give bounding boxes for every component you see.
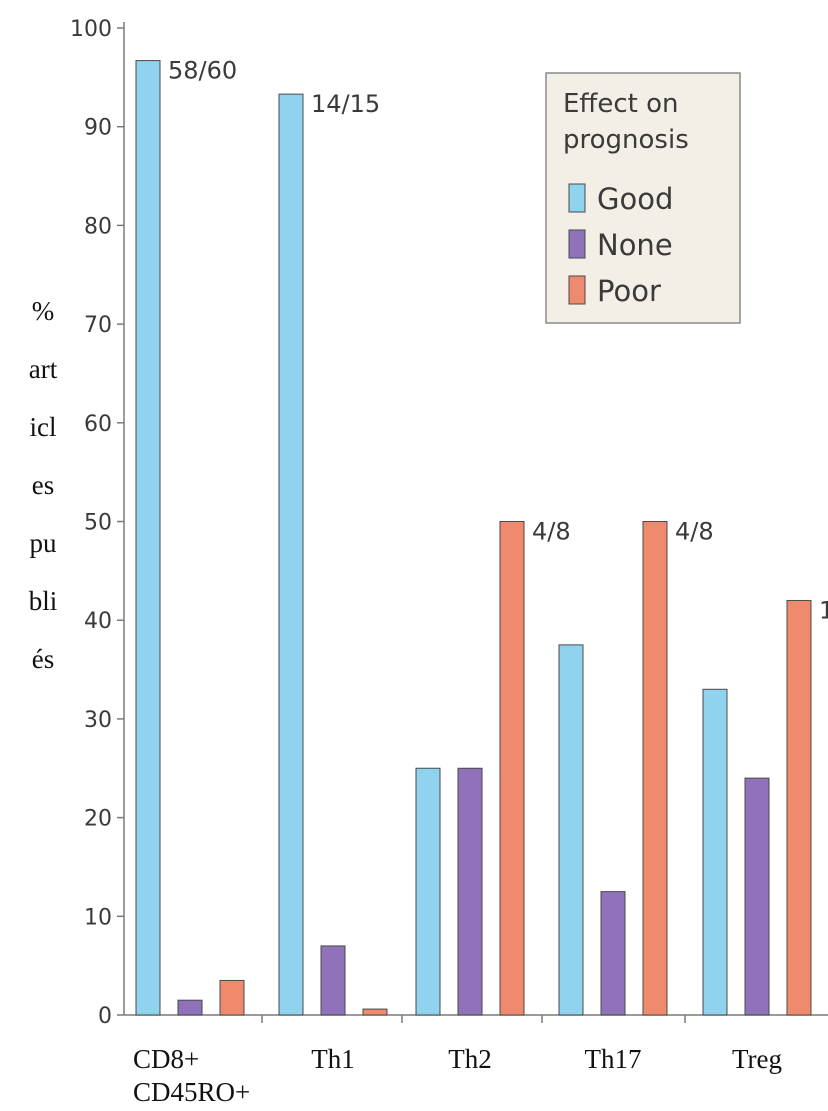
y-tick-label: 90 xyxy=(84,116,112,141)
bar-none xyxy=(457,767,483,1016)
x-tick-label: CD8+ xyxy=(133,1044,199,1074)
y-axis-label: és xyxy=(32,644,55,674)
x-tick-label: Th17 xyxy=(585,1044,642,1074)
bar-poor xyxy=(786,599,812,1016)
y-tick-label: 80 xyxy=(84,214,112,239)
y-tick-label: 50 xyxy=(84,511,112,536)
legend-swatch-good xyxy=(568,183,586,213)
bar-annotation: 14/15 xyxy=(311,90,380,118)
bar-annotation: 58/60 xyxy=(168,57,237,85)
y-tick-label: 20 xyxy=(84,807,112,832)
y-axis-label: icl xyxy=(30,412,57,442)
y-axis-label: pu xyxy=(30,528,58,558)
bar-none xyxy=(600,891,626,1016)
y-tick-label: 70 xyxy=(84,313,112,338)
bar-good xyxy=(135,60,161,1016)
y-tick-label: 0 xyxy=(98,1004,112,1029)
bar-poor xyxy=(219,979,245,1016)
bar-good xyxy=(278,93,304,1016)
x-tick-label: Th2 xyxy=(448,1044,492,1074)
bar-annotation: 4/8 xyxy=(675,518,714,546)
bar-poor xyxy=(499,521,525,1016)
legend-title: prognosis xyxy=(563,125,689,155)
legend-item-label: Good xyxy=(597,182,673,216)
bar-none xyxy=(744,777,770,1016)
y-tick-label: 30 xyxy=(84,708,112,733)
legend-item-label: Poor xyxy=(597,274,661,308)
bar-good xyxy=(558,644,584,1016)
y-axis-label: art xyxy=(29,354,58,384)
bar-annotation: 4/8 xyxy=(532,518,571,546)
y-axis-label: es xyxy=(32,470,55,500)
legend-swatch-none xyxy=(568,229,586,259)
bar-good xyxy=(702,688,728,1016)
bar-annotation: 14/33 xyxy=(819,596,828,624)
y-axis-label: bli xyxy=(29,586,58,616)
bar-good xyxy=(415,767,441,1016)
x-tick-label: CD45RO+ xyxy=(133,1077,250,1106)
y-tick-label: 10 xyxy=(84,905,112,930)
x-tick-label: Treg xyxy=(732,1044,782,1074)
legend-title: Effect on xyxy=(563,89,678,119)
x-tick-label: Th1 xyxy=(311,1044,355,1074)
y-axis-label: % xyxy=(32,296,55,326)
y-tick-label: 40 xyxy=(84,609,112,634)
bar-poor xyxy=(642,521,668,1016)
bar-none xyxy=(177,999,203,1016)
legend-swatch-poor xyxy=(568,275,586,305)
legend-item-label: None xyxy=(597,228,673,262)
y-tick-label: 60 xyxy=(84,412,112,437)
bar-poor xyxy=(362,1008,388,1016)
bar-none xyxy=(320,945,346,1016)
y-tick-label: 100 xyxy=(70,17,112,42)
